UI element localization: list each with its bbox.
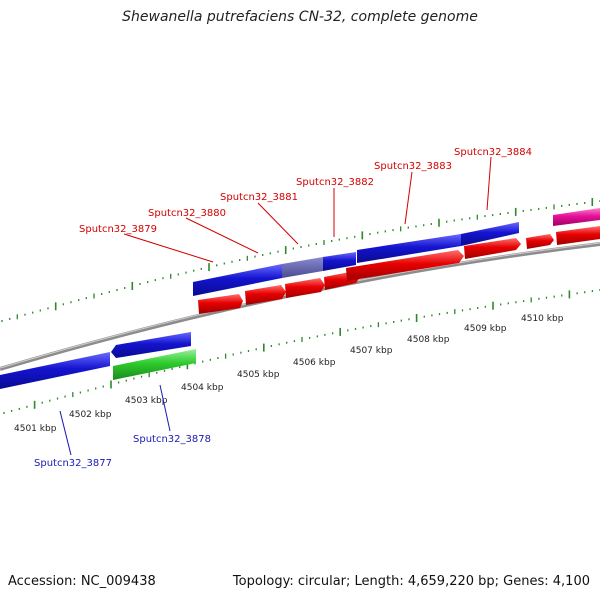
cds-block-top-right[interactable] bbox=[461, 222, 519, 246]
scale-label-4504: 4504 kbp bbox=[181, 383, 224, 393]
cds-arrow-bottom-blue[interactable] bbox=[111, 332, 191, 358]
scale-label-4507: 4507 kbp bbox=[350, 346, 393, 356]
callout-line-3878 bbox=[159, 384, 171, 432]
cds-arrow-red-1[interactable] bbox=[198, 294, 243, 314]
gene-label-3881[interactable]: Sputcn32_3881 bbox=[220, 192, 298, 203]
scale-label-4505: 4505 kbp bbox=[237, 370, 280, 380]
scale-label-4508: 4508 kbp bbox=[407, 335, 450, 345]
genome-summary-text: Topology: circular; Length: 4,659,220 bp… bbox=[232, 574, 590, 589]
cds-arrow-red-2[interactable] bbox=[245, 285, 286, 305]
cds-block-bottom-left[interactable] bbox=[0, 352, 110, 389]
cds-block-top-mid[interactable] bbox=[323, 252, 356, 271]
scale-ticks-lower bbox=[3, 289, 600, 414]
callout-line-3879 bbox=[123, 233, 214, 263]
cds-arrow-red-5[interactable] bbox=[346, 250, 464, 281]
gene-label-3880[interactable]: Sputcn32_3880 bbox=[148, 208, 226, 219]
callout-line-3877 bbox=[59, 410, 72, 456]
callout-line-3880 bbox=[185, 217, 259, 254]
cds-arrow-red-6[interactable] bbox=[464, 238, 521, 259]
callout-line-3884 bbox=[486, 156, 492, 211]
scale-label-4501: 4501 kbp bbox=[14, 424, 57, 434]
cds-arrow-red-7[interactable] bbox=[526, 234, 554, 249]
gene-label-3884[interactable]: Sputcn32_3884 bbox=[454, 147, 532, 158]
map-title: Shewanella putrefaciens CN-32, complete … bbox=[122, 9, 478, 25]
cds-block-top-left[interactable] bbox=[193, 264, 282, 296]
scale-label-4503: 4503 kbp bbox=[125, 396, 168, 406]
scale-label-4510: 4510 kbp bbox=[521, 314, 564, 324]
gene-label-3883[interactable]: Sputcn32_3883 bbox=[374, 161, 452, 172]
callout-line-3883 bbox=[404, 171, 413, 225]
cds-arrow-red-3[interactable] bbox=[285, 278, 325, 298]
callout-line-3881 bbox=[257, 202, 299, 245]
scale-label-4502: 4502 kbp bbox=[69, 410, 112, 420]
cds-block-highlighted[interactable] bbox=[282, 257, 323, 278]
gene-label-3878[interactable]: Sputcn32_3878 bbox=[133, 434, 211, 445]
cds-block-magenta[interactable] bbox=[553, 208, 600, 226]
accession-text: Accession: NC_009438 bbox=[8, 574, 156, 589]
cds-block-green[interactable] bbox=[113, 349, 196, 380]
scale-label-4506: 4506 kbp bbox=[293, 358, 336, 368]
cds-block-top-center[interactable] bbox=[357, 234, 461, 263]
gene-label-3879[interactable]: Sputcn32_3879 bbox=[79, 224, 157, 235]
scale-label-4509: 4509 kbp bbox=[464, 324, 507, 334]
scale-ticks-upper bbox=[1, 198, 600, 322]
gene-label-3877[interactable]: Sputcn32_3877 bbox=[34, 458, 112, 469]
cds-arrow-red-8[interactable] bbox=[556, 226, 600, 245]
gene-label-3882[interactable]: Sputcn32_3882 bbox=[296, 177, 374, 188]
